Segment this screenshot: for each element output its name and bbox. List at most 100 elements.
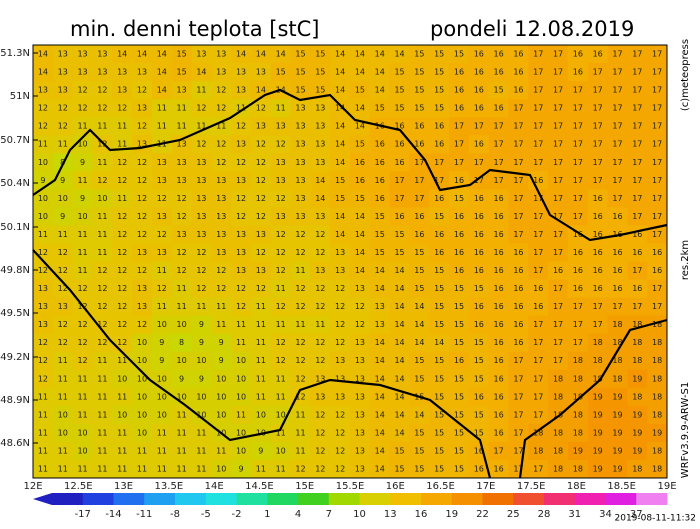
cell <box>33 297 54 317</box>
cell-value: 11 <box>58 356 68 365</box>
cell-value: 13 <box>216 176 226 185</box>
cell <box>409 369 430 389</box>
cell-value: 10 <box>58 410 68 419</box>
cell <box>429 387 450 407</box>
cell <box>171 459 192 479</box>
cell <box>528 423 549 443</box>
cell-value: 15 <box>315 68 325 77</box>
cell <box>33 333 54 353</box>
cell-value: 13 <box>157 176 167 185</box>
cell <box>72 459 93 479</box>
cell <box>389 171 410 190</box>
cell <box>330 405 351 425</box>
cell <box>548 81 569 100</box>
cell-value: 13 <box>256 230 266 239</box>
cell <box>151 153 173 172</box>
cell-value: 16 <box>494 104 504 113</box>
cell-value: 16 <box>414 212 424 221</box>
cell <box>488 45 509 64</box>
cell <box>409 333 430 353</box>
cell-value: 13 <box>355 284 365 293</box>
cell-value: 12 <box>256 248 266 257</box>
cell-value: 16 <box>474 302 484 311</box>
cell <box>112 315 133 335</box>
colorbar-label: 19 <box>445 509 458 520</box>
cell <box>567 189 589 208</box>
cell <box>92 99 113 118</box>
cell-value: 16 <box>494 338 504 347</box>
cell <box>151 99 173 118</box>
cell <box>508 459 529 479</box>
cell <box>607 81 628 100</box>
cell-value: 12 <box>335 284 345 293</box>
cell-value: 16 <box>355 158 365 167</box>
cell-value: 16 <box>434 230 444 239</box>
timestamp: 2019-08-11-11:32 <box>615 514 697 524</box>
lon-label: 12.5E <box>64 481 93 492</box>
cell <box>33 117 54 136</box>
cell-value: 12 <box>315 284 325 293</box>
cell-value: 13 <box>315 140 325 149</box>
cell-value: 12 <box>236 302 246 311</box>
cell <box>350 99 371 118</box>
cell-value: 15 <box>414 248 424 257</box>
cell-value: 13 <box>256 266 266 275</box>
cell-value: 17 <box>513 464 523 473</box>
cell-value: 18 <box>593 338 603 347</box>
cell <box>449 99 470 118</box>
cell <box>607 135 628 154</box>
cell <box>211 81 232 100</box>
cell <box>72 243 93 262</box>
cell-value: 10 <box>236 374 246 383</box>
cell-value: 16 <box>454 230 464 239</box>
cell <box>310 99 331 118</box>
cell-value: 9 <box>60 212 65 221</box>
cell-value: 13 <box>177 158 187 167</box>
cell <box>548 333 569 353</box>
cell-value: 11 <box>276 392 286 401</box>
cell-value: 17 <box>593 68 603 77</box>
cell-value: 13 <box>236 86 246 95</box>
cell-value: 14 <box>375 446 385 455</box>
cell-value: 14 <box>335 50 345 59</box>
cell-value: 12 <box>137 266 147 275</box>
cell-value: 18 <box>632 392 642 401</box>
cell-value: 17 <box>593 86 603 95</box>
lat-label: 49.2N <box>0 352 30 363</box>
cell-value: 15 <box>454 428 464 437</box>
cell <box>231 459 252 479</box>
cell <box>92 441 113 461</box>
cell-value: 9 <box>179 374 184 383</box>
cell-value: 11 <box>117 356 127 365</box>
cell-value: 12 <box>157 194 167 203</box>
cell-value: 12 <box>38 248 48 257</box>
cell-value: 13 <box>137 302 147 311</box>
cell-value: 17 <box>533 194 543 203</box>
cell-value: 16 <box>632 230 642 239</box>
cell-value: 16 <box>593 284 603 293</box>
cell <box>369 297 391 317</box>
cell <box>468 117 490 136</box>
cell <box>92 225 113 244</box>
cell-value: 12 <box>315 356 325 365</box>
cell <box>627 171 648 190</box>
cell <box>112 369 133 389</box>
cell-value: 13 <box>236 266 246 275</box>
cell <box>647 297 668 317</box>
cell <box>409 279 430 299</box>
cell-value: 17 <box>533 158 543 167</box>
cell-value: 17 <box>632 176 642 185</box>
cell-value: 16 <box>474 50 484 59</box>
cell <box>72 153 93 172</box>
cell-value: 16 <box>593 212 603 221</box>
cell <box>270 261 292 281</box>
cell-value: 8 <box>179 338 184 347</box>
cell <box>350 315 371 335</box>
cell-value: 12 <box>315 248 325 257</box>
cell-value: 11 <box>256 464 266 473</box>
cell-value: 17 <box>394 194 404 203</box>
cell-value: 14 <box>335 104 345 113</box>
cell-value: 17 <box>612 104 622 113</box>
cell <box>587 441 609 461</box>
cell-value: 16 <box>474 446 484 455</box>
